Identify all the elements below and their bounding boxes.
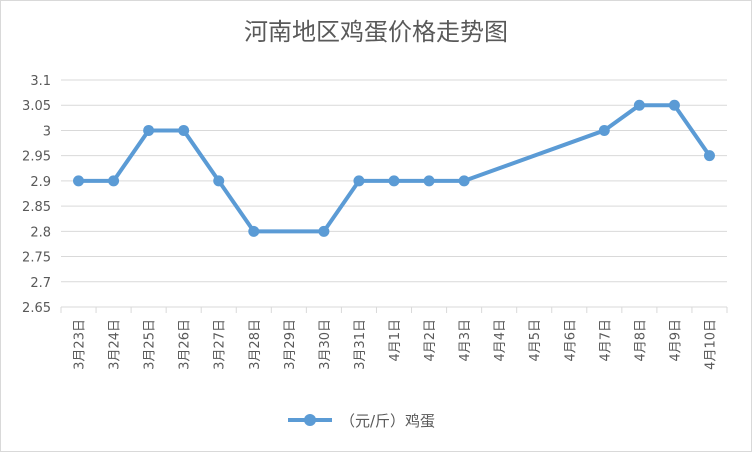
data-point bbox=[598, 124, 610, 136]
x-tick-label: 4月9日 bbox=[668, 319, 683, 362]
x-tick-label: 3月24日 bbox=[108, 319, 123, 370]
y-tick-label: 3 bbox=[43, 124, 51, 139]
x-tick-label: 3月29日 bbox=[283, 319, 298, 370]
data-point bbox=[353, 175, 365, 187]
x-tick-label: 4月5日 bbox=[528, 319, 543, 362]
data-point bbox=[143, 124, 155, 136]
y-tick-label: 3.05 bbox=[22, 99, 51, 114]
x-tick-label: 4月4日 bbox=[493, 319, 508, 362]
series-layer bbox=[73, 99, 715, 237]
chart-title: 河南地区鸡蛋价格走势图 bbox=[244, 18, 508, 46]
legend-label: （元/斤）鸡蛋 bbox=[340, 412, 435, 430]
y-tick-label: 3.1 bbox=[30, 74, 51, 89]
data-point bbox=[703, 150, 715, 162]
y-tick-label: 2.9 bbox=[30, 175, 51, 190]
y-tick-label: 2.7 bbox=[30, 276, 51, 291]
x-axis-ticks: 3月23日 3月24日 3月25日 3月26日 3月27日 3月28日 3月29日 3月30日… bbox=[60, 307, 728, 370]
series-line bbox=[76, 103, 712, 234]
data-point bbox=[178, 124, 190, 136]
y-tick-label: 2.95 bbox=[22, 150, 51, 165]
x-tick-label: 4月2日 bbox=[423, 319, 438, 362]
x-tick-label: 3月25日 bbox=[143, 319, 158, 370]
x-tick-label: 3月26日 bbox=[178, 319, 193, 370]
y-tick-label: 2.8 bbox=[30, 225, 51, 240]
y-axis-ticks: 3.1 3.05 3 2.95 2.9 2.85 2.8 2.75 2.7 2.65 bbox=[22, 74, 51, 316]
data-point bbox=[248, 225, 260, 237]
data-point bbox=[318, 225, 330, 237]
data-point bbox=[388, 175, 400, 187]
y-tick-label: 2.65 bbox=[22, 301, 51, 316]
x-tick-label: 4月10日 bbox=[703, 319, 718, 370]
y-tick-label: 2.85 bbox=[22, 200, 51, 215]
x-tick-label: 4月1日 bbox=[388, 319, 403, 362]
data-point bbox=[213, 175, 225, 187]
x-tick-label: 3月28日 bbox=[248, 319, 263, 370]
data-point bbox=[458, 175, 470, 187]
data-point bbox=[108, 175, 120, 187]
data-point bbox=[668, 99, 680, 111]
legend: （元/斤）鸡蛋 bbox=[288, 412, 435, 430]
data-point bbox=[73, 175, 85, 187]
data-point bbox=[423, 175, 435, 187]
x-tick-label: 3月23日 bbox=[73, 319, 88, 370]
x-tick-label: 4月3日 bbox=[458, 319, 473, 362]
x-tick-label: 3月31日 bbox=[353, 319, 368, 370]
legend-marker bbox=[304, 414, 316, 426]
x-tick-label: 3月30日 bbox=[318, 319, 333, 370]
x-tick-label: 4月8日 bbox=[633, 319, 648, 362]
x-tick-label: 4月7日 bbox=[598, 319, 613, 362]
x-tick-label: 4月6日 bbox=[563, 319, 578, 362]
grid-lines bbox=[61, 79, 727, 308]
data-point bbox=[633, 99, 645, 111]
x-tick-label: 3月27日 bbox=[213, 319, 228, 370]
y-tick-label: 2.75 bbox=[22, 251, 51, 266]
